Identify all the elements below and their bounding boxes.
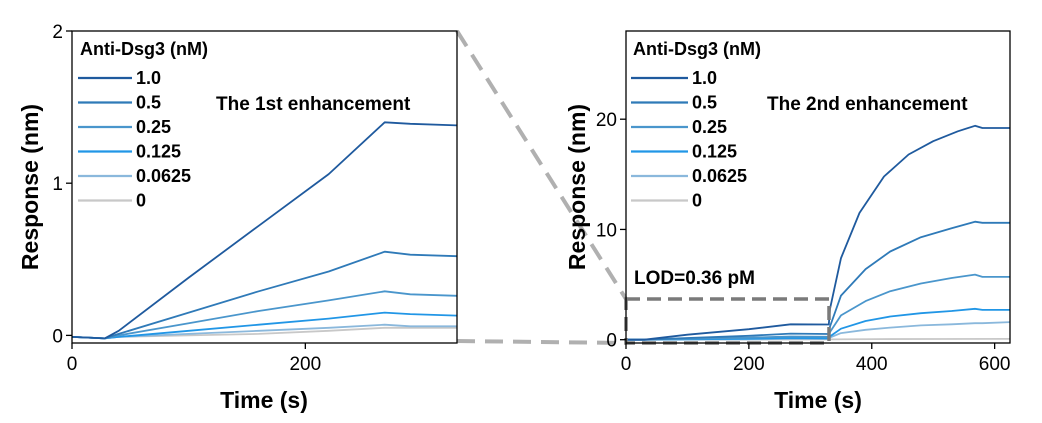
plot-frame [71, 30, 458, 344]
legend-title: Anti-Dsg3 (nM) [80, 39, 208, 59]
annotation: The 1st enhancement [216, 94, 411, 115]
legend-label-0.125: 0.125 [692, 142, 737, 162]
legend-label-0.5: 0.5 [692, 93, 717, 113]
chart-right: 0 200 400 600 0 10 20 Response (nm) Time (s) A… [564, 30, 1011, 413]
legend-label-0.0625: 0.0625 [136, 166, 191, 186]
series-line-0.5 [626, 220, 1010, 341]
lod-label: LOD=0.36 pM [634, 268, 755, 289]
x-tick-label: 0 [621, 354, 632, 375]
legend-label-1.0: 1.0 [692, 68, 717, 88]
x-tick-label: 400 [856, 354, 888, 375]
chart-left: 0 200 0 1 2 Response (nm) Time (s) Anti-Dsg3… [17, 22, 458, 413]
x-tick-label: 600 [979, 354, 1011, 375]
y-axis-title: Response (nm) [564, 104, 590, 270]
x-tick-label: 200 [733, 354, 765, 375]
series-line-1.0 [71, 121, 458, 340]
series-line-1.0 [626, 124, 1010, 341]
legend-label-0.125: 0.125 [136, 142, 181, 162]
legend-label-0.25: 0.25 [136, 117, 171, 137]
y-axis-title: Response (nm) [17, 104, 43, 270]
x-axis-title: Time (s) [220, 387, 308, 413]
zoom-connector-top [455, 29, 628, 301]
x-tick-label: 0 [67, 354, 78, 375]
legend-title: Anti-Dsg3 (nM) [633, 39, 761, 59]
legend-label-0.5: 0.5 [136, 93, 161, 113]
series-line-0.5 [71, 250, 458, 340]
y-tick-label: 1 [52, 174, 63, 195]
legend-label-0: 0 [692, 191, 702, 211]
legend-label-1.0: 1.0 [136, 68, 161, 88]
y-tick-label: 10 [596, 220, 617, 241]
legend-label-0: 0 [136, 191, 146, 211]
annotation: The 2nd enhancement [767, 94, 968, 115]
legend: 1.0 0.5 0.25 0.125 0.0625 0 [78, 68, 191, 211]
y-tick-label: 0 [606, 331, 617, 352]
series-line-0.25 [626, 273, 1010, 341]
plot-frame [625, 30, 1011, 344]
legend-label-0.25: 0.25 [692, 117, 727, 137]
legend: 1.0 0.5 0.25 0.125 0.0625 0 [631, 68, 747, 211]
zoom-connector-bottom [456, 339, 627, 345]
x-tick-label: 200 [289, 354, 321, 375]
y-tick-label: 0 [52, 326, 63, 347]
legend-label-0.0625: 0.0625 [692, 166, 747, 186]
y-tick-label: 2 [52, 22, 63, 43]
y-tick-label: 20 [596, 110, 617, 131]
x-axis-title: Time (s) [774, 387, 862, 413]
